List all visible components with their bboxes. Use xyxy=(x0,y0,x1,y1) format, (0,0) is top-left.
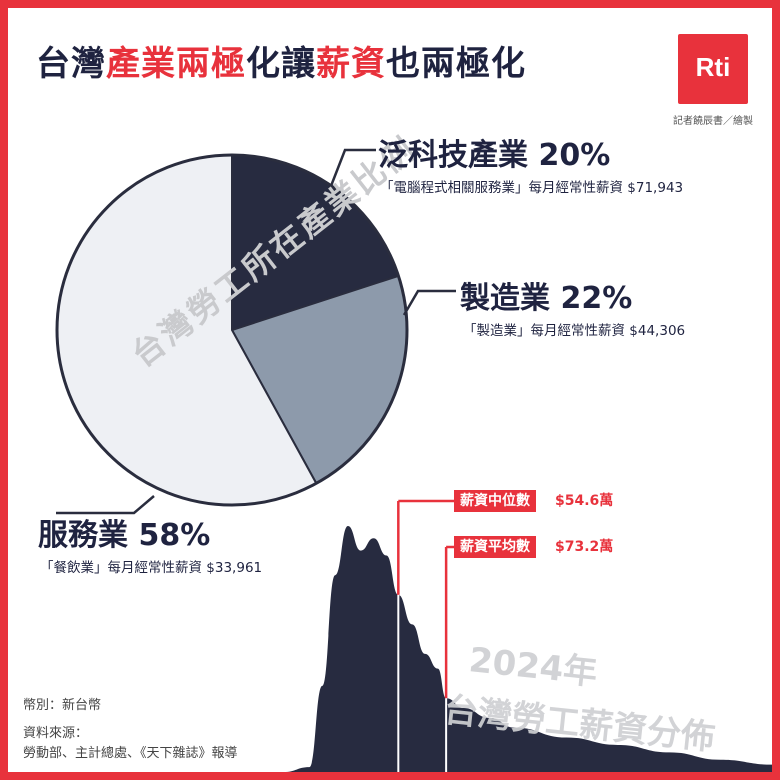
title-part-3: 化讓 xyxy=(246,44,316,84)
distribution-area xyxy=(258,526,772,772)
detail-service: 「餐飲業」每月經常性薪資 $33,961 xyxy=(40,560,263,576)
source-text: 勞動部、主計總處、《天下雜誌》報導 xyxy=(23,746,238,761)
label-manufacturing: 製造業 22% xyxy=(460,281,633,316)
mean-value: $73.2萬 xyxy=(555,539,614,555)
leader-tech xyxy=(329,148,376,187)
median-value: $54.6萬 xyxy=(555,493,614,509)
label-service: 服務業 58% xyxy=(38,518,211,553)
logo-text: Rti xyxy=(695,52,731,82)
source-label: 資料來源： xyxy=(23,726,89,741)
currency-note: 幣別：新台幣 xyxy=(23,698,102,713)
industry-pie xyxy=(55,153,409,507)
salary-distribution xyxy=(258,499,772,772)
median-label: 薪資中位數 xyxy=(454,490,536,512)
rti-logo xyxy=(678,34,748,104)
mean-label: 薪資平均數 xyxy=(454,536,536,558)
credit: 記者饒辰書／繪製 xyxy=(673,116,753,127)
detail-manufacturing: 「製造業」每月經常性薪資 $44,306 xyxy=(463,323,686,339)
leader-manufacturing xyxy=(402,289,456,316)
leader-service xyxy=(56,495,155,515)
dist-watermark-year: 2024年 xyxy=(467,640,599,693)
detail-tech: 「電腦程式相關服務業」每月經常性薪資 $71,943 xyxy=(380,180,684,196)
chart-canvas: 台灣勞工所在產業比例 2024年 台灣勞工薪資分佈 xyxy=(55,129,772,772)
title-part-2: 產業兩極 xyxy=(106,44,246,84)
page-title: 台灣產業兩極化讓薪資也兩極化 xyxy=(36,36,526,85)
label-tech: 泛科技產業 20% xyxy=(378,138,611,173)
title-part-5: 也兩極化 xyxy=(386,44,526,84)
title-part-4: 薪資 xyxy=(316,44,386,84)
pie-outline xyxy=(55,153,409,507)
title-part-1: 台灣 xyxy=(36,44,106,84)
